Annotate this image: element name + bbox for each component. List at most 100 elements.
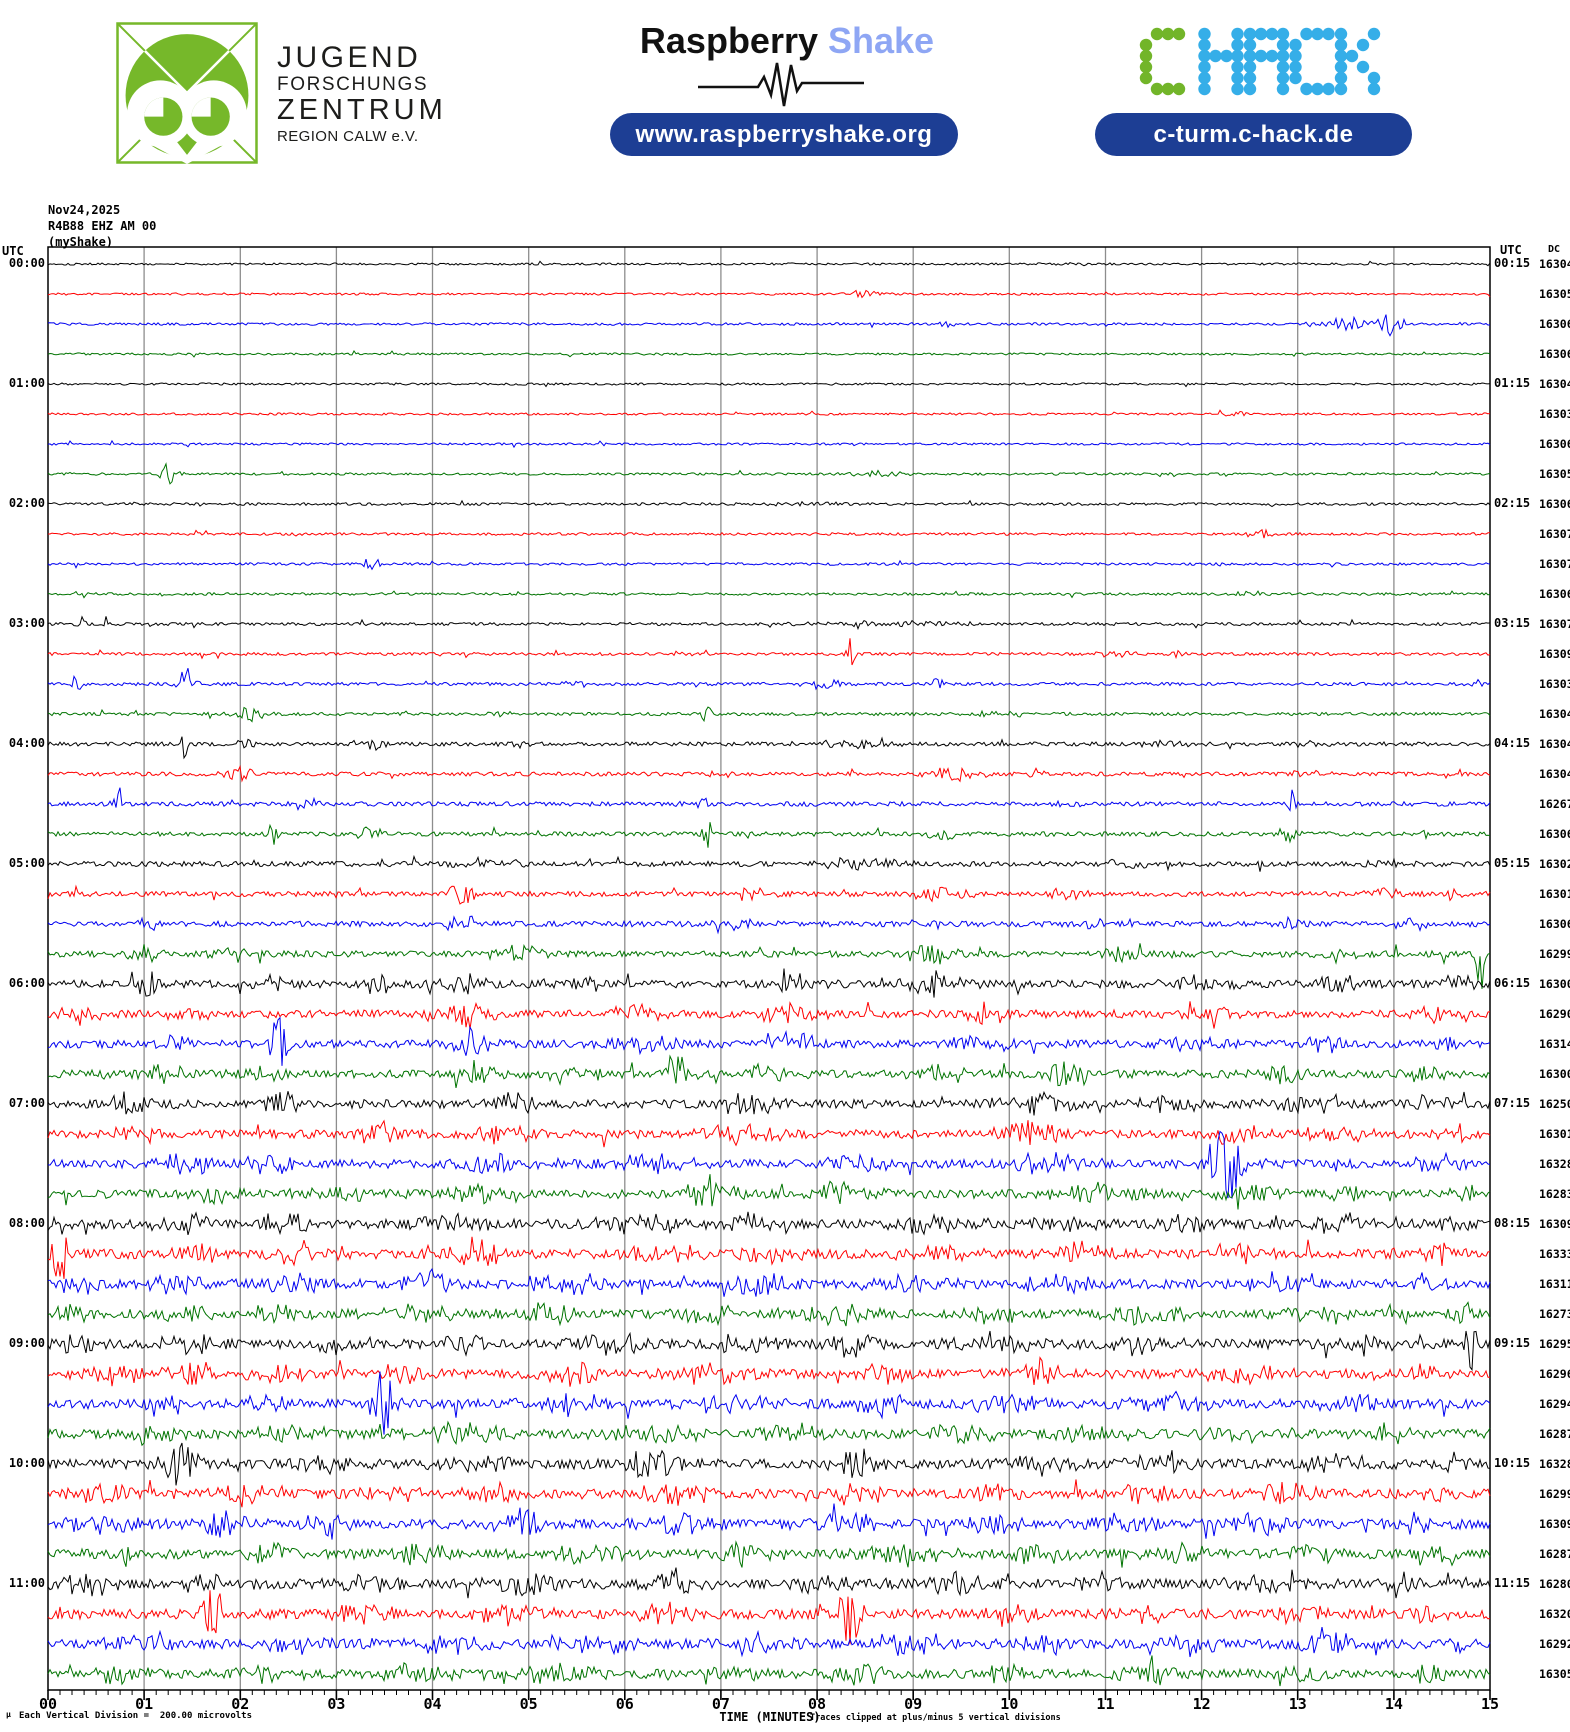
utc-right-label: 02:15 <box>1494 496 1531 510</box>
chack-dot <box>1198 82 1211 96</box>
trace-row <box>47 1655 1491 1687</box>
utc-left-label: 00:00 <box>8 256 45 270</box>
chack-dot <box>1198 38 1211 52</box>
dc-value: 16250 <box>1539 1097 1570 1111</box>
trace-row <box>47 1301 1491 1327</box>
trace-row <box>47 1211 1491 1236</box>
chack-dot <box>1243 27 1257 41</box>
x-tick-label: 00 <box>38 1695 58 1713</box>
chack-dot <box>1276 71 1290 85</box>
dc-value: 16306 <box>1539 317 1570 331</box>
utc-right-label: 06:15 <box>1494 976 1531 990</box>
trace-row <box>47 668 1491 691</box>
chack-dot <box>1276 27 1290 41</box>
trace-row <box>47 1503 1491 1540</box>
shake-word: Shake <box>828 20 935 61</box>
dc-value: 16306 <box>1539 917 1570 931</box>
x-tick-label: 08 <box>808 1695 827 1713</box>
utc-left-label: 11:00 <box>8 1576 45 1590</box>
trace-row <box>47 968 1491 998</box>
chack-dot <box>1231 27 1244 41</box>
chack-dot <box>1198 71 1211 85</box>
trace-row <box>47 350 1491 358</box>
x-tick-label: 05 <box>519 1695 538 1713</box>
clip-note: Traces clipped at plus/minus 5 vertical … <box>810 1713 1061 1723</box>
chack-dot <box>1334 38 1348 52</box>
dc-value: 16306 <box>1539 437 1570 451</box>
chack-url-button[interactable]: c-turm.c-hack.de <box>1095 113 1412 156</box>
trace-row <box>47 1420 1491 1447</box>
chack-dot <box>1231 71 1244 85</box>
trace-row <box>47 1090 1491 1116</box>
dc-value: 16294 <box>1539 1397 1570 1411</box>
chack-dot <box>1334 82 1348 96</box>
dc-value: 16287 <box>1539 1427 1570 1441</box>
chack-dot <box>1311 27 1324 41</box>
dc-value: 16309 <box>1539 1217 1570 1231</box>
x-tick-label: 02 <box>231 1695 250 1713</box>
chack-dot <box>1276 49 1290 63</box>
trace-row <box>47 1267 1491 1297</box>
owl-pupil-left-glint <box>144 97 164 117</box>
dc-value: 16304 <box>1539 377 1570 391</box>
dc-value: 16273 <box>1539 1307 1570 1321</box>
chack-dot <box>1265 49 1279 63</box>
trace-row <box>47 615 1491 631</box>
trace-row <box>47 915 1491 935</box>
plot-station: R4B88 EHZ AM 00 <box>48 219 157 233</box>
dc-value: 16304 <box>1539 257 1570 271</box>
dc-value: 16304 <box>1539 767 1570 781</box>
trace-row <box>47 638 1491 666</box>
chack-dot <box>1172 27 1186 41</box>
dc-value: 16287 <box>1539 1547 1570 1561</box>
chack-url: c-turm.c-hack.de <box>1153 120 1354 148</box>
utc-left-label: 02:00 <box>8 496 45 510</box>
dc-value: 16314 <box>1539 1037 1570 1051</box>
trace-row <box>47 1540 1491 1568</box>
chack-dot <box>1276 82 1290 96</box>
trace-row <box>47 409 1491 417</box>
trace-row <box>47 439 1491 449</box>
chack-dot <box>1243 60 1257 74</box>
chack-dot <box>1150 27 1164 41</box>
trace-row <box>47 1016 1491 1066</box>
raspberryshake-url: www.raspberryshake.org <box>635 120 933 148</box>
dc-value: 16303 <box>1539 407 1570 421</box>
chack-dot <box>1322 27 1335 41</box>
dc-value: 16283 <box>1539 1187 1570 1201</box>
utc-header-right: UTC <box>1500 243 1522 257</box>
dc-value: 16302 <box>1539 857 1570 871</box>
trace-row <box>47 1174 1491 1210</box>
utc-left-label: 10:00 <box>8 1456 45 1470</box>
utc-right-label: 00:15 <box>1494 256 1531 270</box>
raspberry-shake-wordmark: Raspberry Shake <box>632 20 942 62</box>
utc-right-label: 07:15 <box>1494 1096 1531 1110</box>
trace-row <box>47 764 1491 783</box>
utc-left-label: 07:00 <box>8 1096 45 1110</box>
trace-row <box>47 1054 1491 1089</box>
dc-value: 16306 <box>1539 347 1570 361</box>
chack-logo <box>1139 27 1381 96</box>
chack-dot <box>1289 49 1302 63</box>
trace-row <box>47 787 1491 812</box>
utc-right-label: 05:15 <box>1494 856 1531 870</box>
trace-row <box>47 462 1491 485</box>
jfz-line2: FORSCHUNGS <box>277 74 429 95</box>
dc-value: 16267 <box>1539 797 1570 811</box>
jfz-wordmark: JUGEND FORSCHUNGS ZENTRUM REGION CALW e.… <box>277 42 447 146</box>
chack-dot <box>1289 71 1302 85</box>
trace-row <box>47 1356 1490 1387</box>
dc-value: 16304 <box>1539 737 1570 751</box>
dc-value: 16299 <box>1539 947 1570 961</box>
x-tick-label: 07 <box>711 1695 730 1713</box>
chack-dot <box>1311 82 1324 96</box>
raspberryshake-url-button[interactable]: www.raspberryshake.org <box>610 113 958 156</box>
dc-value: 16307 <box>1539 557 1570 571</box>
dc-value: 16306 <box>1539 497 1570 511</box>
trace-row <box>47 1590 1491 1645</box>
